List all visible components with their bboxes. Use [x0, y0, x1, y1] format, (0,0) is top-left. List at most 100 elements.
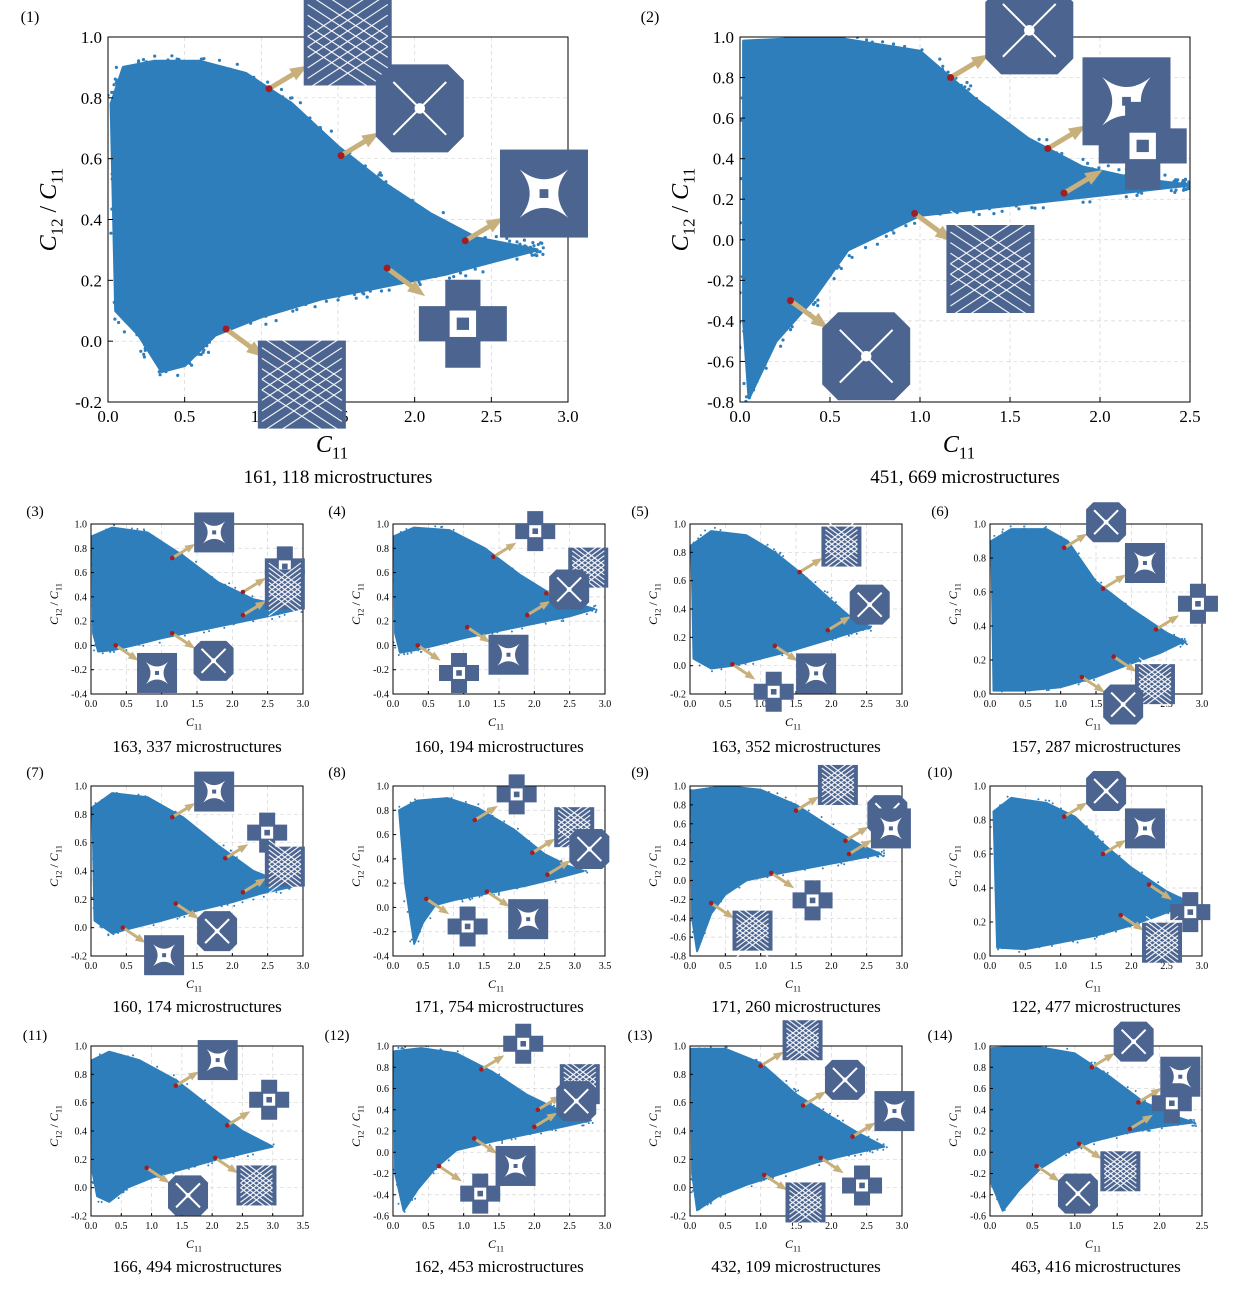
x-tick-label: 0.5	[417, 961, 430, 972]
scatter-point	[128, 68, 132, 72]
scatter-point	[409, 801, 412, 804]
scatter-point	[423, 800, 426, 803]
highlight-annotation	[911, 209, 1035, 328]
panel-caption: 171, 754 microstructures	[414, 997, 584, 1016]
scatter-point	[551, 1129, 554, 1131]
highlighted-point	[768, 870, 774, 876]
scatter-point	[1128, 661, 1131, 664]
svg-text:C12 / C11: C12 / C11	[349, 845, 365, 887]
scatter-point	[504, 887, 506, 890]
scatter-point	[510, 1138, 513, 1141]
scatter-point	[748, 383, 753, 387]
svg-text:C12 / C11: C12 / C11	[646, 845, 662, 887]
scatter-point	[127, 321, 131, 325]
scatter-point	[1073, 820, 1076, 822]
scatter-point	[752, 378, 756, 382]
highlighted-point	[800, 1103, 806, 1108]
scatter-point	[876, 855, 879, 858]
scatter-point	[574, 1121, 577, 1124]
y-tick-label: 0.2	[377, 617, 390, 628]
scatter-point	[397, 630, 400, 633]
scatter-point	[540, 1128, 543, 1131]
scatter-point	[781, 654, 784, 657]
scatter-point	[267, 311, 271, 315]
scatter-point	[721, 895, 724, 898]
scatter-point	[1044, 198, 1048, 202]
scatter-point	[465, 261, 469, 265]
scatter-point	[138, 532, 141, 535]
scatter-point	[410, 530, 413, 533]
scatter-point	[766, 876, 769, 879]
scatter-point	[941, 64, 945, 68]
scatter-point	[869, 1150, 871, 1153]
arrow-head	[776, 1181, 788, 1191]
scatter-point	[124, 1185, 126, 1187]
scatter-point	[585, 613, 588, 616]
x-tick-label: 1.5	[790, 961, 803, 972]
y-tick-label: 0.8	[81, 89, 102, 108]
microstructure-tile	[549, 569, 590, 610]
y-tick-label: 0.2	[81, 271, 102, 290]
scatter-point	[143, 338, 147, 342]
scatter-point	[741, 659, 744, 661]
axes-frame	[392, 785, 606, 957]
scatter-point	[395, 632, 398, 635]
scatter-point	[107, 647, 110, 650]
scatter-point	[193, 827, 196, 830]
y-tick-label: 0.8	[674, 1070, 687, 1081]
scatter-point	[141, 796, 144, 799]
scatter-point	[314, 295, 318, 299]
arrow-head	[970, 54, 990, 70]
panel-caption: 162, 453 microstructures	[414, 1257, 584, 1276]
highlight-annotation	[800, 1059, 865, 1108]
scatter-point	[101, 1196, 104, 1199]
scatter-point	[1126, 1086, 1129, 1089]
scatter-point	[152, 356, 156, 360]
y-tick-label: -0.2	[670, 1212, 686, 1223]
y-tick-label: 0.0	[674, 661, 687, 672]
scatter-point	[842, 37, 846, 40]
scatter-point	[1060, 151, 1064, 156]
highlight-annotation	[222, 325, 346, 444]
scatter-point	[132, 1054, 134, 1057]
scatter-point	[1169, 182, 1173, 186]
scatter-point	[693, 577, 696, 580]
scatter-point	[91, 896, 94, 899]
highlight-annotation	[786, 297, 911, 401]
scatter-point	[115, 287, 119, 291]
scatter-point	[464, 800, 467, 803]
scatter-point	[402, 1048, 405, 1050]
scatter-point	[1191, 1124, 1194, 1127]
x-tick-label: 0.5	[120, 961, 133, 972]
scatter-point	[838, 1119, 841, 1122]
scatter-point	[1160, 1127, 1163, 1130]
scatter-point	[397, 1046, 400, 1049]
scatter-point	[472, 1145, 475, 1148]
y-axis-label: C12 / C11	[349, 845, 365, 887]
y-axis-label: C12 / C11	[646, 845, 662, 887]
scatter-point	[693, 1052, 696, 1054]
scatter-point	[263, 614, 265, 617]
highlighted-point	[1153, 627, 1159, 632]
scatter-point	[713, 526, 716, 529]
arrow-head	[505, 542, 517, 552]
scatter-point	[1100, 581, 1103, 584]
scatter-point	[447, 1052, 450, 1055]
scatter-point	[400, 650, 403, 653]
scatter-point	[1022, 1179, 1025, 1182]
scatter-point	[691, 1171, 694, 1174]
scatter-point	[1144, 653, 1147, 656]
x-tick-label: 3.0	[896, 1221, 909, 1232]
y-axis-label: C12 / C11	[946, 1105, 962, 1147]
scatter-point	[464, 274, 468, 278]
scatter-point	[743, 252, 747, 256]
scatter-point	[887, 218, 891, 222]
y-tick-label: 0.0	[974, 690, 987, 701]
scatter-point	[240, 1152, 243, 1155]
scatter-point	[860, 856, 863, 859]
arrow-head	[255, 600, 267, 610]
scatter-point	[1003, 1209, 1006, 1211]
scatter-point	[411, 1198, 414, 1201]
scatter-point	[224, 583, 227, 586]
y-tick-label: 0.6	[674, 1098, 687, 1109]
